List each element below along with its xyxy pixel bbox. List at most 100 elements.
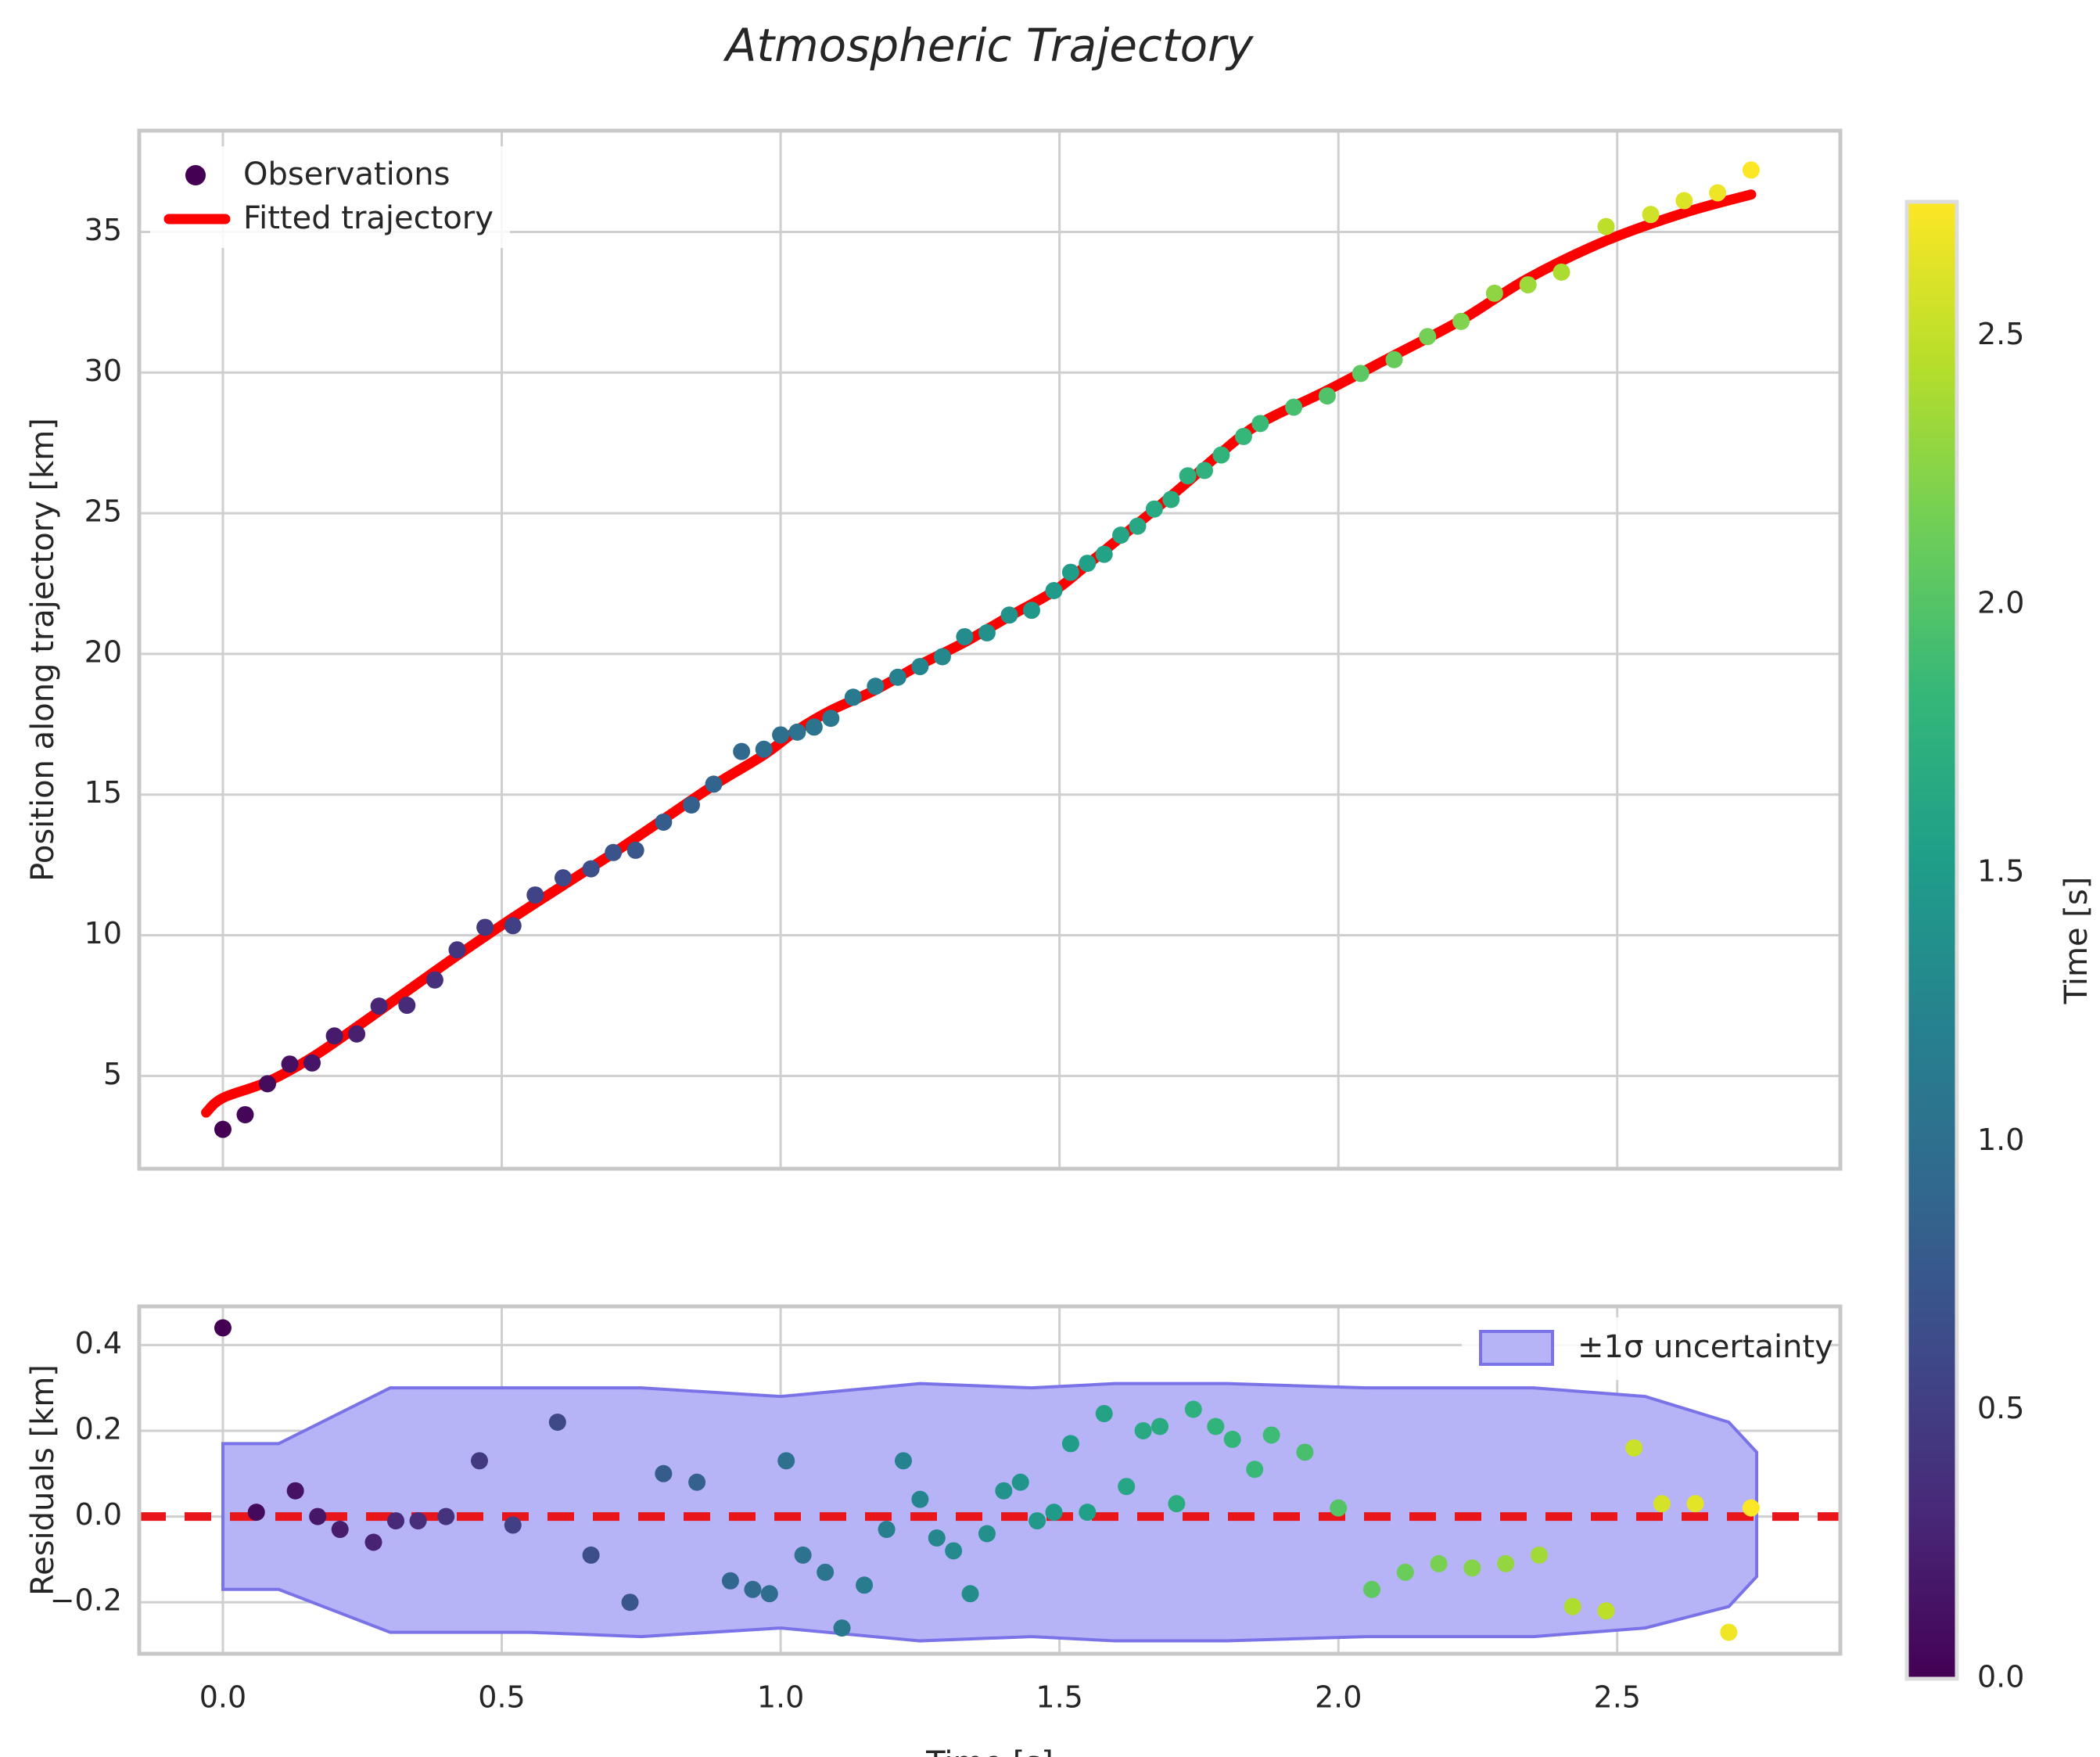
observation-point: [888, 668, 906, 686]
residuals-y-axis-label: Residuals [km]: [25, 1364, 61, 1596]
observation-point: [933, 648, 951, 666]
observation-point: [1162, 490, 1180, 508]
observation-point: [911, 658, 929, 676]
residuals-xtick-label: 1.0: [757, 1680, 804, 1715]
observation-point: [705, 775, 723, 793]
residuals-xtick-label: 2.5: [1594, 1680, 1641, 1715]
observation-point: [1742, 161, 1760, 179]
residual-point: [777, 1452, 795, 1470]
main-gridlines: [139, 131, 1840, 1169]
observation-point: [476, 918, 494, 936]
residual-point: [548, 1414, 566, 1431]
residual-point: [1330, 1499, 1348, 1517]
residual-point: [688, 1473, 706, 1491]
residual-point: [309, 1507, 327, 1525]
colorbar-tick-label: 2.0: [1977, 585, 2024, 620]
main-ytick-label: 30: [84, 354, 122, 388]
observation-point: [1385, 350, 1403, 368]
residuals-ytick-label: −0.2: [50, 1583, 122, 1618]
residuals-x-axis-label: Time [s]: [925, 1745, 1054, 1757]
observation-point: [1251, 415, 1269, 433]
residual-point: [1028, 1512, 1046, 1530]
residual-point: [1625, 1439, 1643, 1457]
colorbar-tick-label: 0.0: [1977, 1660, 2024, 1694]
legend-label-observations: Observations: [243, 156, 450, 192]
residual-point: [214, 1319, 232, 1337]
residual-point: [1742, 1499, 1760, 1517]
observation-point: [626, 841, 644, 859]
residuals-xtick-label: 2.0: [1315, 1680, 1362, 1715]
residual-point: [655, 1464, 673, 1482]
main-ytick-label: 10: [84, 916, 122, 950]
residuals-axes-frame: [137, 1304, 1843, 1656]
observation-point: [867, 677, 885, 695]
observation-point: [1597, 217, 1615, 235]
residual-point: [721, 1572, 739, 1590]
observation-point: [772, 726, 790, 744]
observation-point: [1419, 328, 1437, 346]
residual-point: [961, 1585, 979, 1603]
legend-marker-observations: [185, 165, 206, 185]
observation-point: [303, 1054, 321, 1072]
main-legend: Observations Fitted trajectory: [150, 146, 510, 248]
residual-point: [995, 1482, 1013, 1500]
main-ytick-label: 15: [84, 775, 122, 810]
observation-point: [805, 718, 823, 736]
residual-point: [1246, 1461, 1264, 1479]
residual-point: [1223, 1430, 1241, 1448]
residual-point: [833, 1619, 851, 1637]
observation-point: [1709, 184, 1727, 202]
observation-point: [582, 860, 600, 878]
residual-point: [945, 1542, 963, 1560]
residual-point: [1262, 1426, 1280, 1444]
observation-point: [1212, 446, 1230, 464]
residual-point: [978, 1525, 996, 1543]
observation-point: [325, 1027, 343, 1045]
legend-patch-uncertainty: [1479, 1330, 1554, 1366]
residuals-xtick-label: 1.5: [1036, 1680, 1082, 1715]
residuals-ytick-label: 0.4: [75, 1326, 122, 1360]
observation-point: [281, 1055, 299, 1073]
observation-point: [1352, 365, 1369, 383]
residuals-legend: ±1σ uncertainty: [1462, 1317, 1833, 1380]
residuals-xtick-label: 0.0: [199, 1680, 246, 1715]
residual-point: [817, 1563, 835, 1581]
residual-point: [1563, 1597, 1581, 1615]
residuals-ytick-label: 0.0: [75, 1497, 122, 1532]
observation-point: [655, 813, 673, 831]
observation-point: [755, 740, 773, 758]
observation-point: [822, 710, 840, 728]
residual-point: [1720, 1623, 1738, 1641]
main-legend-background: [150, 146, 510, 248]
residual-point: [504, 1516, 522, 1534]
observation-point: [1318, 387, 1336, 405]
figure-title: Atmospheric Trajectory: [723, 19, 1254, 72]
colorbar-tick-label: 2.5: [1977, 317, 2024, 351]
observation-point: [978, 623, 996, 641]
residual-point: [1296, 1443, 1314, 1461]
observation-point: [1485, 284, 1503, 302]
residual-point: [928, 1529, 946, 1547]
observation-point: [1452, 312, 1470, 330]
residual-point: [1134, 1421, 1152, 1439]
residual-point: [1184, 1400, 1202, 1418]
observation-point: [844, 688, 862, 706]
residual-point: [1207, 1417, 1225, 1435]
observation-points-group: [214, 161, 1760, 1138]
observation-point: [1179, 467, 1197, 485]
colorbar-gradient-bar: [1904, 199, 1959, 1681]
colorbar-tick-label: 1.5: [1977, 854, 2024, 889]
main-ytick-label: 25: [84, 494, 122, 529]
observation-point: [605, 843, 623, 861]
observation-point: [504, 917, 522, 935]
observation-point: [370, 997, 388, 1015]
residual-point: [247, 1504, 265, 1522]
residual-point: [331, 1521, 349, 1539]
observation-point: [1045, 581, 1063, 599]
residual-points-group: [214, 1319, 1760, 1641]
colorbar-tick-label: 0.5: [1977, 1391, 2024, 1425]
main-ytick-label: 35: [84, 213, 122, 247]
residual-point: [1061, 1435, 1079, 1453]
observation-point: [236, 1105, 254, 1123]
